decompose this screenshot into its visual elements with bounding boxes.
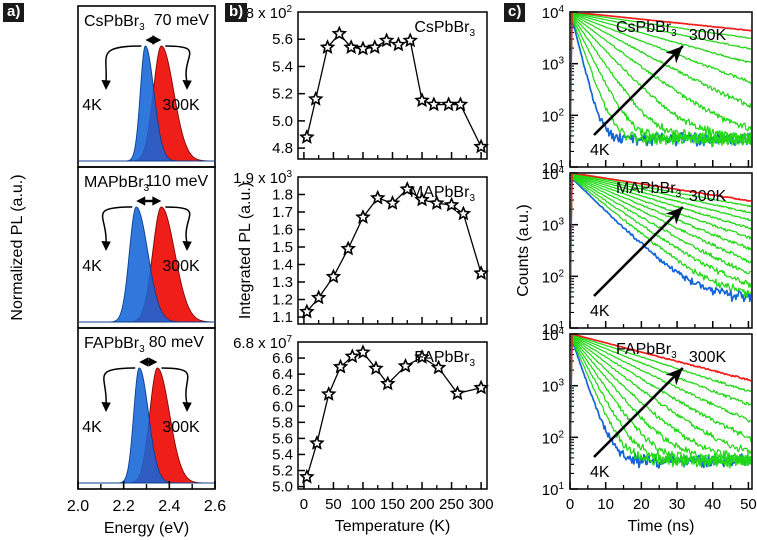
svg-text:4K: 4K: [590, 142, 610, 159]
svg-text:102: 102: [542, 107, 565, 125]
svg-text:300K: 300K: [689, 188, 727, 205]
svg-text:4K: 4K: [82, 258, 102, 275]
svg-text:103: 103: [542, 56, 565, 74]
svg-text:5.6: 5.6: [272, 430, 293, 447]
svg-text:5.0: 5.0: [272, 479, 293, 496]
svg-text:0: 0: [300, 496, 308, 513]
svg-text:1.5: 1.5: [272, 239, 293, 256]
svg-text:1.8: 1.8: [272, 187, 293, 204]
svg-text:300: 300: [469, 496, 494, 513]
svg-text:104: 104: [542, 326, 565, 344]
svg-text:FAPbBr3: FAPbBr3: [616, 341, 677, 361]
svg-text:40: 40: [704, 496, 721, 513]
svg-text:CsPbBr3: CsPbBr3: [414, 19, 475, 39]
svg-text:4.8: 4.8: [272, 140, 293, 157]
svg-text:100: 100: [350, 496, 375, 513]
svg-text:Integrated PL (a.u.): Integrated PL (a.u.): [237, 182, 254, 319]
svg-text:5.2: 5.2: [272, 86, 293, 103]
svg-text:103: 103: [542, 217, 565, 235]
svg-text:30: 30: [669, 496, 686, 513]
svg-text:2.2: 2.2: [113, 498, 135, 515]
panel-tag-c: c): [504, 3, 526, 22]
svg-text:2.0: 2.0: [67, 498, 89, 515]
svg-text:10: 10: [597, 496, 614, 513]
svg-text:Time (ns): Time (ns): [628, 518, 695, 535]
svg-text:5.4: 5.4: [272, 58, 293, 75]
svg-text:1.6: 1.6: [272, 222, 293, 239]
svg-text:6.4: 6.4: [272, 366, 293, 383]
svg-text:70 meV: 70 meV: [154, 12, 209, 29]
svg-text:102: 102: [542, 429, 565, 447]
svg-text:104: 104: [542, 165, 565, 183]
svg-text:1.2: 1.2: [272, 292, 293, 309]
svg-text:FAPbBr3: FAPbBr3: [414, 349, 475, 369]
svg-text:MAPbBr3: MAPbBr3: [410, 184, 476, 204]
svg-text:102: 102: [542, 268, 565, 286]
svg-text:101: 101: [542, 481, 565, 499]
svg-text:250: 250: [439, 496, 464, 513]
svg-text:300K: 300K: [162, 419, 200, 436]
svg-text:300K: 300K: [689, 349, 727, 366]
svg-text:104: 104: [542, 4, 565, 22]
svg-text:200: 200: [410, 496, 435, 513]
svg-text:MAPbBr3: MAPbBr3: [616, 180, 682, 200]
svg-text:1.9 x 103: 1.9 x 103: [233, 169, 292, 187]
svg-text:50: 50: [740, 496, 757, 513]
svg-text:103: 103: [542, 378, 565, 396]
svg-text:FAPbBr3: FAPbBr3: [84, 335, 145, 355]
svg-text:20: 20: [633, 496, 650, 513]
svg-text:5.6: 5.6: [272, 31, 293, 48]
svg-text:1.1: 1.1: [272, 309, 293, 326]
svg-text:300K: 300K: [162, 258, 200, 275]
svg-text:4K: 4K: [82, 97, 102, 114]
svg-text:5.8: 5.8: [272, 414, 293, 431]
svg-text:5.2: 5.2: [272, 463, 293, 480]
svg-text:6.0: 6.0: [272, 398, 293, 415]
svg-text:4K: 4K: [590, 303, 610, 320]
panel-tag-a: a): [3, 3, 25, 22]
svg-text:6.2: 6.2: [272, 382, 293, 399]
svg-text:1.4: 1.4: [272, 257, 293, 274]
svg-text:2.4: 2.4: [158, 498, 180, 515]
svg-text:300K: 300K: [689, 27, 727, 44]
svg-text:1.7: 1.7: [272, 204, 293, 221]
svg-text:110 meV: 110 meV: [145, 173, 208, 190]
svg-text:101: 101: [542, 320, 565, 338]
svg-text:6.8 x 107: 6.8 x 107: [233, 334, 292, 352]
panel-tag-b: b): [225, 3, 248, 22]
svg-text:5.0: 5.0: [272, 113, 293, 130]
svg-text:80 meV: 80 meV: [149, 334, 204, 351]
svg-text:150: 150: [380, 496, 405, 513]
svg-text:Energy (eV): Energy (eV): [104, 520, 189, 537]
svg-text:Normalized PL (a.u.): Normalized PL (a.u.): [9, 174, 26, 320]
svg-text:101: 101: [542, 159, 565, 177]
svg-text:Temperature (K): Temperature (K): [335, 518, 451, 535]
svg-text:2.6: 2.6: [204, 498, 226, 515]
svg-text:Counts (a.u.): Counts (a.u.): [515, 204, 532, 296]
svg-text:50: 50: [325, 496, 342, 513]
svg-text:4K: 4K: [590, 464, 610, 481]
svg-text:5.4: 5.4: [272, 446, 293, 463]
svg-text:4K: 4K: [82, 419, 102, 436]
svg-text:300K: 300K: [162, 97, 200, 114]
svg-text:6.6: 6.6: [272, 350, 293, 367]
svg-text:CsPbBr3: CsPbBr3: [84, 13, 145, 33]
svg-text:0: 0: [566, 496, 574, 513]
svg-text:MAPbBr3: MAPbBr3: [84, 174, 150, 194]
svg-text:1.3: 1.3: [272, 274, 293, 291]
svg-text:CsPbBr3: CsPbBr3: [616, 19, 677, 39]
